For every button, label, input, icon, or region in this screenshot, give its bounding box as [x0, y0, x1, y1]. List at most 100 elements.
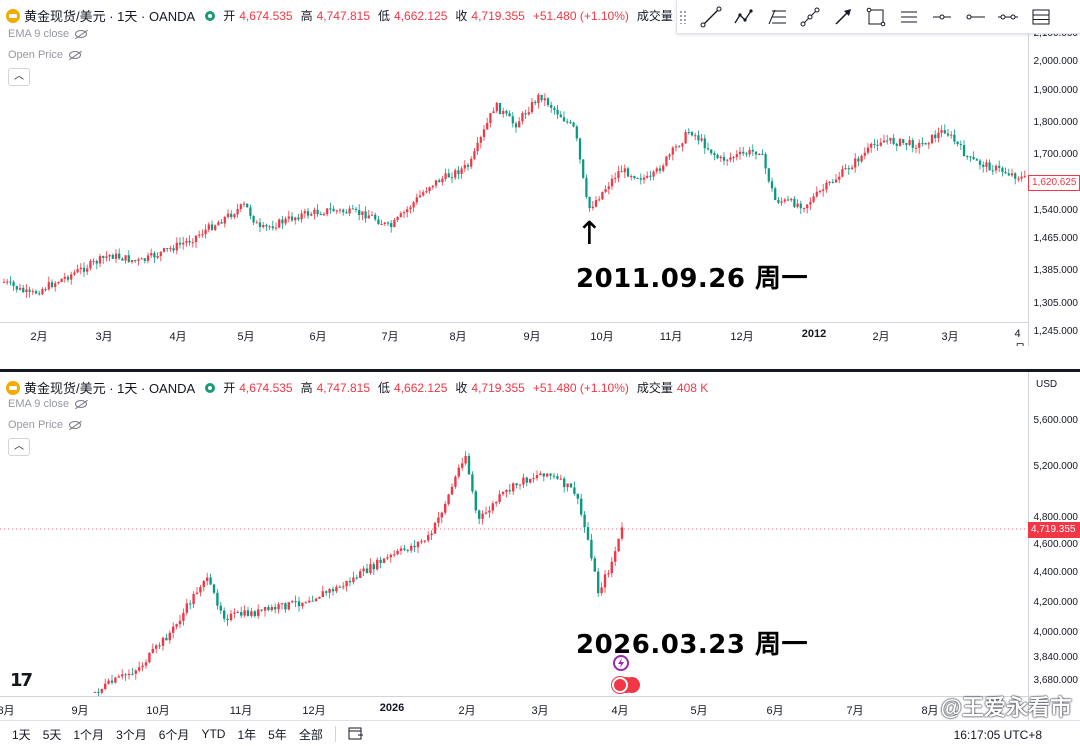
tradingview-logo[interactable]: 17: [10, 670, 33, 691]
bottom-chart-pane[interactable]: 黄金现货/美元 · 1天 · OANDA 开 4,674.535 高 4,747.8…: [0, 372, 1080, 720]
market-status-icon[interactable]: [205, 10, 216, 21]
candle-body: [498, 102, 502, 114]
candle-body: [978, 160, 982, 165]
candle-body: [399, 548, 403, 552]
candle-body: [148, 652, 151, 663]
dividend-event-icon[interactable]: [613, 655, 629, 671]
candle-body: [674, 146, 678, 148]
symbol-title[interactable]: 黄金现货/美元 · 1天 · OANDA: [24, 9, 196, 24]
candle-body: [386, 557, 389, 559]
toolbar-drag-handle[interactable]: [679, 9, 687, 24]
indicator-ema-label: EMA 9 close: [8, 398, 70, 410]
range-5y[interactable]: 5年: [268, 727, 287, 742]
range-3m[interactable]: 3个月: [116, 727, 147, 742]
top-time-axis[interactable]: 2月 3月 4月 5月 6月 7月 8月 9月 10月 11月 12月 2012…: [0, 322, 1028, 346]
trend-line-icon[interactable]: [695, 3, 726, 31]
fib-icon[interactable]: [761, 3, 792, 31]
time-tick: 8月: [449, 331, 467, 343]
range-all[interactable]: 全部: [298, 727, 323, 742]
candle-body: [505, 111, 508, 114]
candle-body: [502, 111, 505, 114]
eye-hidden-icon[interactable]: [75, 400, 88, 408]
candle-body: [82, 267, 86, 272]
candle-body: [687, 132, 690, 134]
candle-body: [729, 157, 732, 160]
pattern-icon[interactable]: [728, 3, 759, 31]
range-1m[interactable]: 1个月: [73, 727, 105, 742]
candle-body: [934, 134, 937, 139]
candle-body: [110, 680, 114, 683]
range-6m[interactable]: 6个月: [158, 727, 190, 742]
eye-hidden-icon[interactable]: [69, 51, 82, 59]
candle-body: [236, 209, 239, 215]
range-ytd[interactable]: YTD: [201, 727, 226, 741]
indicator-open-price[interactable]: Open Price: [8, 49, 82, 61]
candle-body: [229, 613, 233, 621]
candle-body: [575, 126, 578, 139]
candle-body: [774, 188, 777, 200]
collapse-legend-button[interactable]: ︿: [8, 68, 30, 86]
candle-body: [481, 513, 484, 519]
clock-display[interactable]: 16:17:05 UTC+8: [953, 728, 1042, 742]
top-chart-pane[interactable]: 黄金现货/美元 · 1天 · OANDA 开 4,674.535 高 4,747.8…: [0, 0, 1080, 346]
bottom-time-axis[interactable]: 8月 9月 10月 11月 12月 2026 2月 3月 4月 5月 6月 7月…: [0, 696, 1028, 720]
horizontal-line-icon[interactable]: [926, 3, 957, 31]
candle-body: [559, 114, 562, 118]
eye-hidden-icon[interactable]: [75, 30, 88, 38]
ray-icon[interactable]: [959, 3, 990, 31]
indicator-open-price[interactable]: Open Price: [8, 419, 82, 431]
extended-line-icon[interactable]: [992, 3, 1023, 31]
top-price-axis[interactable]: 2,100.000 2,000.000 1,900.000 1,800.000 …: [1028, 0, 1080, 346]
candle-body: [18, 287, 22, 290]
range-1y[interactable]: 1年: [237, 727, 257, 742]
collapse-legend-button[interactable]: ︿: [8, 438, 30, 456]
goto-date-icon[interactable]: [342, 725, 370, 744]
candle-body: [325, 591, 328, 593]
candle-body: [389, 554, 392, 558]
candle-body: [950, 134, 953, 136]
candle-body: [370, 214, 374, 216]
economic-event-icon[interactable]: [612, 677, 628, 693]
candle-body: [178, 242, 182, 245]
indicator-ema[interactable]: EMA 9 close: [8, 28, 88, 40]
top-candlestick-chart[interactable]: [0, 0, 1028, 322]
candle-body: [886, 140, 889, 142]
candle-body: [66, 276, 70, 280]
candle-body: [175, 242, 178, 251]
price-tick: 4,600.000: [1033, 539, 1079, 550]
candle-body: [425, 191, 428, 193]
candle-body: [104, 683, 107, 689]
arrow-icon[interactable]: [827, 3, 858, 31]
eye-hidden-icon[interactable]: [69, 421, 82, 429]
candle-body: [182, 612, 185, 621]
candle-body: [860, 155, 863, 162]
currency-selector[interactable]: USD: [1036, 379, 1058, 390]
symbol-title[interactable]: 黄金现货/美元 · 1天 · OANDA: [24, 381, 196, 396]
table-icon[interactable]: [1025, 3, 1056, 31]
bottom-candlestick-chart[interactable]: [0, 372, 1028, 696]
range-1d[interactable]: 1天: [12, 727, 31, 742]
candle-body: [359, 571, 362, 579]
market-status-icon[interactable]: [205, 382, 216, 393]
candle-body: [326, 208, 329, 215]
measure-icon[interactable]: [794, 3, 825, 31]
candle-body: [474, 491, 477, 511]
hlines-icon[interactable]: [893, 3, 924, 31]
pane-divider[interactable]: [0, 369, 1080, 372]
candle-body: [255, 222, 258, 224]
candle-body: [311, 600, 314, 602]
range-5d[interactable]: 5天: [42, 727, 62, 742]
candle-body: [294, 601, 297, 603]
price-tick: 2,000.000: [1033, 56, 1079, 67]
rectangle-icon[interactable]: [860, 3, 891, 31]
bottom-price-axis[interactable]: USD 5,600.000 5,200.000 4,800.000 4,600.…: [1028, 372, 1080, 720]
candle-body: [355, 577, 358, 579]
candle-body: [457, 170, 460, 175]
low-value: 4,662.125: [394, 380, 448, 395]
indicator-ema[interactable]: EMA 9 close: [8, 398, 88, 410]
candle-body: [751, 149, 754, 152]
candle-body: [131, 673, 134, 675]
candle-body: [671, 147, 674, 155]
price-tick: 1,540.000: [1033, 205, 1079, 216]
time-tick: 11月: [229, 705, 253, 717]
